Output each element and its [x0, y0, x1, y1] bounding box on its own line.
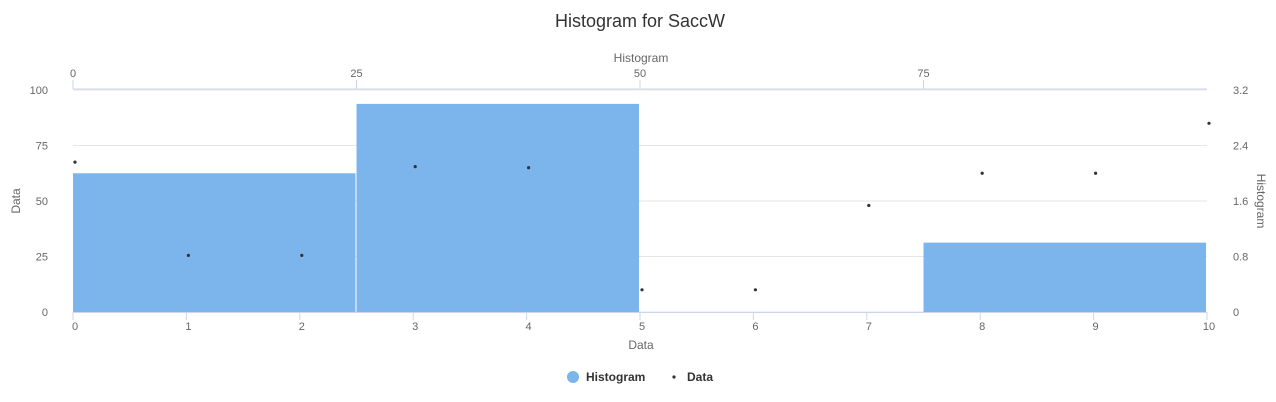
y-left-tick-label: 100: [30, 85, 48, 97]
histogram-bar: [356, 103, 639, 312]
x-bottom-tick-label: 3: [412, 321, 418, 333]
data-points: [73, 121, 1211, 292]
x-bottom-tick-label: 10: [1203, 321, 1215, 333]
x-bottom-tick-label: 7: [866, 321, 872, 333]
data-point: [527, 166, 531, 170]
legend-symbol-data: [672, 375, 676, 379]
histogram-bars: [73, 103, 1206, 312]
y-right-tick-label: 2.4: [1233, 141, 1248, 153]
y-left-tick-label: 0: [42, 307, 48, 319]
data-point: [300, 253, 304, 257]
legend-symbol-histogram: [567, 371, 579, 383]
x-bottom-tick-label: 1: [185, 321, 191, 333]
x-bottom-tick-label: 8: [979, 321, 985, 333]
legend-label-data: Data: [687, 370, 713, 384]
x-top-tick-label: 0: [70, 68, 76, 80]
x-top-tick-label: 75: [917, 68, 929, 80]
x-top-axis-title: Histogram: [614, 51, 669, 65]
y-right-axis-title: Histogram: [1254, 174, 1268, 229]
legend: Histogram Data: [567, 370, 713, 384]
data-point: [1207, 121, 1211, 125]
y-left-tick-label: 50: [36, 196, 48, 208]
data-point: [753, 288, 758, 292]
y-left-tick-label: 25: [36, 252, 48, 264]
x-top-tick-label: 25: [350, 68, 362, 80]
data-point: [73, 160, 77, 164]
chart-title: Histogram for SaccW: [555, 11, 725, 31]
x-bottom-tick-label: 2: [299, 321, 305, 333]
data-point: [186, 253, 190, 257]
data-point: [980, 171, 984, 175]
x-top-tick-label: 50: [634, 68, 646, 80]
y-right-tick-label: 1.6: [1233, 196, 1248, 208]
x-bottom-axis-title: Data: [628, 338, 654, 352]
y-right-tick-label: 0: [1233, 307, 1239, 319]
histogram-bar: [923, 242, 1206, 312]
y-right-tick-label: 3.2: [1233, 85, 1248, 97]
data-point: [867, 203, 871, 208]
legend-label-histogram: Histogram: [586, 370, 645, 384]
x-bottom-tick-label: 5: [639, 321, 645, 333]
x-bottom-tick-label: 6: [752, 321, 758, 333]
data-point: [640, 288, 644, 292]
axis-ticks: 0 25 50 75 100 0 0.8 1.6 2.4 3.2 0 25 50 75 0 1 2 3 4 5 6 7 8 9…: [30, 68, 1249, 333]
y-left-axis-title: Data: [9, 188, 23, 214]
x-bottom-tick-label: 9: [1093, 321, 1099, 333]
histogram-bar: [73, 173, 356, 312]
y-left-tick-label: 75: [36, 141, 48, 153]
x-bottom-tick-label: 0: [72, 321, 78, 333]
y-right-tick-label: 0.8: [1233, 252, 1248, 264]
data-point: [413, 164, 417, 169]
data-point: [1094, 171, 1098, 175]
x-bottom-tick-label: 4: [526, 321, 532, 333]
